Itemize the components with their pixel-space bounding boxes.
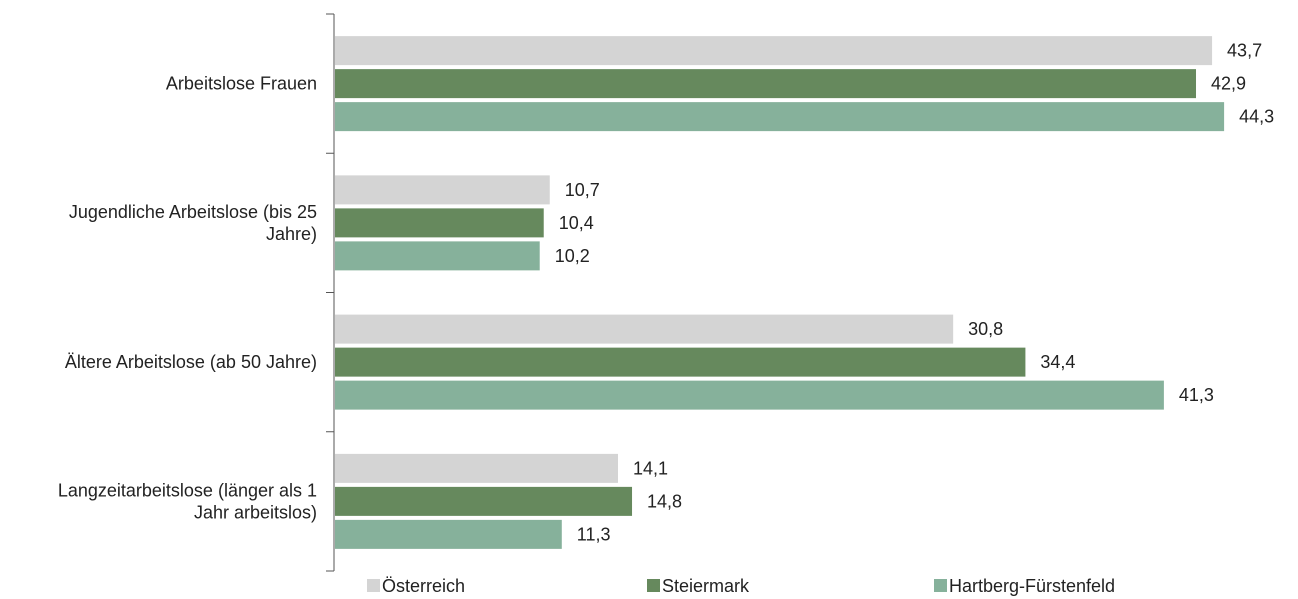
bar-3-2 [335,519,562,549]
data-label-0-2: 44,3 [1239,107,1274,127]
legend-swatch-0 [367,579,380,592]
data-labels: 43,7 42,9 44,3 10,7 10,4 10,2 30,8 34,4 41,3 14,1… [555,41,1274,545]
category-label-3-1: Jahr arbeitslos) [194,502,317,522]
data-label-2-0: 30,8 [968,319,1003,339]
legend-label-0: Österreich [382,576,465,596]
category-label-1-1: Jahre) [266,224,317,244]
data-label-1-1: 10,4 [559,213,594,233]
data-label-0-0: 43,7 [1227,41,1262,61]
bar-2-0 [335,314,954,344]
category-labels: Arbeitslose Frauen Jugendliche Arbeitslos… [58,74,317,523]
data-label-3-0: 14,1 [633,458,668,478]
data-label-2-1: 34,4 [1040,352,1075,372]
bar-2-1 [335,347,1026,377]
bar-2-2 [335,380,1164,410]
legend-label-2: Hartberg-Fürstenfeld [949,576,1115,596]
legend-swatch-1 [647,579,660,592]
bar-0-2 [335,102,1225,132]
legend: Österreich Steiermark Hartberg-Fürstenfeld [367,576,1115,596]
bars [335,36,1225,549]
data-label-3-2: 11,3 [577,524,611,544]
bar-3-1 [335,486,633,516]
data-label-0-1: 42,9 [1211,74,1246,94]
category-label-2-0: Ältere Arbeitslose (ab 50 Jahre) [65,352,317,372]
category-label-1-0: Jugendliche Arbeitslose (bis 25 [69,202,317,222]
data-label-1-2: 10,2 [555,246,590,266]
bar-0-1 [335,69,1197,99]
category-label-3-0: Langzeitarbeitslose (länger als 1 [58,480,317,500]
bar-1-0 [335,175,550,205]
legend-swatch-2 [934,579,947,592]
category-axis [326,13,335,572]
data-label-2-2: 41,3 [1179,385,1214,405]
bar-0-0 [335,36,1213,66]
bar-3-0 [335,453,618,483]
category-label-0-0: Arbeitslose Frauen [166,74,317,94]
bar-1-1 [335,208,544,238]
data-label-1-0: 10,7 [565,180,600,200]
data-label-3-1: 14,8 [647,491,682,511]
legend-label-1: Steiermark [662,576,750,596]
bar-1-2 [335,241,540,271]
